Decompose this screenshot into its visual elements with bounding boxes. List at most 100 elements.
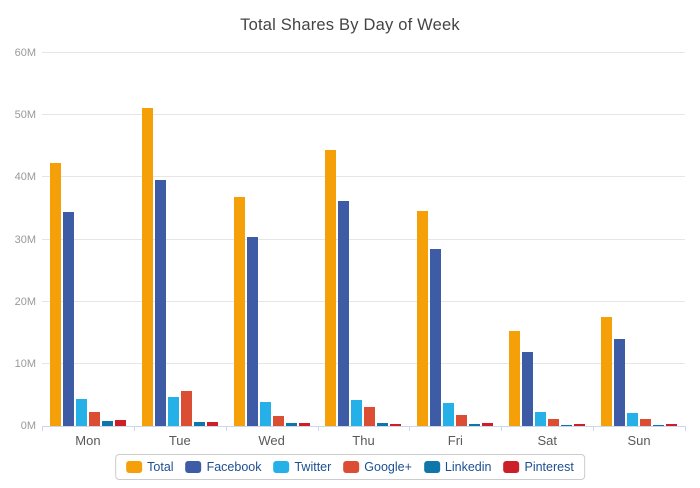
bar-twitter-sat[interactable] (535, 412, 547, 426)
legend-swatch-icon (503, 461, 520, 473)
bar-group-tue (134, 53, 226, 426)
x-axis-tick (501, 426, 503, 431)
x-axis-tick (42, 426, 43, 431)
bar-google-thu[interactable] (364, 406, 376, 426)
bar-twitter-sun[interactable] (627, 412, 639, 426)
bar-facebook-sun[interactable] (614, 338, 626, 426)
bar-google-tue[interactable] (180, 391, 192, 426)
bar-pinterest-sun[interactable] (666, 424, 678, 426)
y-tick-label: 0M (20, 420, 36, 432)
y-tick-label: 60M (14, 47, 36, 59)
bar-group-sun (593, 53, 685, 426)
bar-facebook-thu[interactable] (338, 200, 350, 426)
legend-swatch-icon (273, 461, 290, 473)
axis-layer: 0M 10M 20M 30M 40M 50M 60M Mon Tue Wed Thu Fri Sat Su… (15, 47, 686, 448)
bar-pinterest-sat[interactable] (574, 423, 586, 426)
legend-label: Total (147, 460, 174, 474)
x-axis-tick (409, 426, 411, 431)
bar-google-mon[interactable] (88, 412, 100, 426)
y-tick-label: 40M (14, 171, 36, 184)
bar-linkedin-thu[interactable] (377, 422, 389, 426)
bar-google-sun[interactable] (640, 418, 652, 426)
legend-item-linkedin[interactable]: Linkedin (423, 460, 492, 474)
legend-item-twitter[interactable]: Twitter (273, 460, 331, 474)
legend-swatch-icon (185, 461, 202, 473)
bar-total-sat[interactable] (509, 330, 521, 426)
bar-group-thu (318, 53, 410, 426)
bar-group-fri (409, 53, 501, 426)
bar-total-sun[interactable] (601, 316, 613, 426)
bar-pinterest-fri[interactable] (482, 422, 494, 426)
bar-google-sat[interactable] (548, 418, 560, 426)
y-tick-label: 10M (14, 357, 36, 370)
x-axis-tick (133, 426, 135, 431)
x-axis-tick (317, 426, 319, 431)
x-axis-tick (593, 426, 595, 431)
x-tick-label-mon: Mon (75, 433, 101, 448)
grid-line (42, 52, 685, 53)
legend-swatch-icon (343, 461, 360, 473)
grid-line (42, 362, 685, 364)
bar-google-fri[interactable] (456, 415, 468, 426)
legend-item-google[interactable]: Google+ (343, 460, 412, 474)
legend: Total Facebook Twitter Google+ Linkedin Pinte… (115, 454, 585, 480)
bar-facebook-mon[interactable] (62, 211, 74, 426)
legend-label: Linkedin (444, 460, 492, 474)
bar-twitter-wed[interactable] (259, 401, 271, 426)
bar-linkedin-sun[interactable] (653, 425, 665, 426)
bar-pinterest-tue[interactable] (206, 421, 218, 426)
bar-total-thu[interactable] (325, 149, 337, 426)
legend-item-total[interactable]: Total (126, 460, 174, 474)
x-tick-label-tue: Tue (168, 433, 191, 448)
bar-group-mon (42, 53, 134, 426)
plot-area (42, 52, 685, 427)
bar-twitter-fri[interactable] (443, 403, 455, 426)
bar-total-tue[interactable] (141, 107, 153, 426)
bar-pinterest-wed[interactable] (298, 422, 310, 426)
legend-swatch-icon (423, 461, 440, 473)
x-tick-label-thu: Thu (352, 433, 375, 448)
legend-item-facebook[interactable]: Facebook (185, 460, 262, 474)
y-tick-label: 50M (14, 109, 36, 122)
bar-google-wed[interactable] (272, 416, 284, 426)
legend-label: Pinterest (524, 460, 574, 474)
bar-linkedin-mon[interactable] (101, 421, 113, 426)
legend-label: Twitter (294, 460, 332, 474)
bar-group-sat (501, 53, 593, 426)
bar-linkedin-fri[interactable] (469, 423, 481, 426)
x-tick-label-fri: Fri (447, 433, 463, 448)
chart-title: Total Shares By Day of Week (240, 16, 460, 34)
grid-line (42, 176, 685, 178)
bar-total-wed[interactable] (233, 196, 245, 426)
x-axis-tick (685, 426, 686, 431)
bar-pinterest-mon[interactable] (114, 419, 126, 426)
bar-linkedin-wed[interactable] (285, 422, 297, 426)
grid-line (42, 114, 685, 116)
y-tick-label: 30M (14, 233, 36, 246)
bar-twitter-tue[interactable] (167, 397, 179, 426)
bar-linkedin-sat[interactable] (561, 425, 573, 426)
legend-swatch-icon (126, 461, 143, 473)
bar-facebook-tue[interactable] (154, 180, 166, 426)
legend-label: Google+ (364, 460, 412, 474)
legend-label: Facebook (206, 460, 262, 474)
bar-total-fri[interactable] (417, 210, 429, 426)
bar-twitter-mon[interactable] (75, 399, 87, 426)
bar-twitter-thu[interactable] (351, 399, 363, 426)
bar-group-wed (226, 53, 318, 426)
y-tick-label: 20M (14, 295, 36, 308)
bar-facebook-wed[interactable] (246, 237, 258, 426)
grid-line (42, 300, 685, 302)
bar-facebook-fri[interactable] (430, 249, 442, 426)
bar-linkedin-tue[interactable] (193, 421, 205, 426)
x-tick-label-sat: Sat (537, 433, 557, 448)
bar-pinterest-thu[interactable] (390, 423, 402, 426)
x-axis-tick (225, 426, 227, 431)
legend-item-pinterest[interactable]: Pinterest (503, 460, 574, 474)
x-tick-label-sun: Sun (627, 433, 651, 448)
grid-line (42, 238, 685, 240)
x-tick-label-wed: Wed (258, 433, 285, 448)
bar-facebook-sat[interactable] (522, 352, 534, 426)
bar-total-mon[interactable] (49, 163, 61, 426)
